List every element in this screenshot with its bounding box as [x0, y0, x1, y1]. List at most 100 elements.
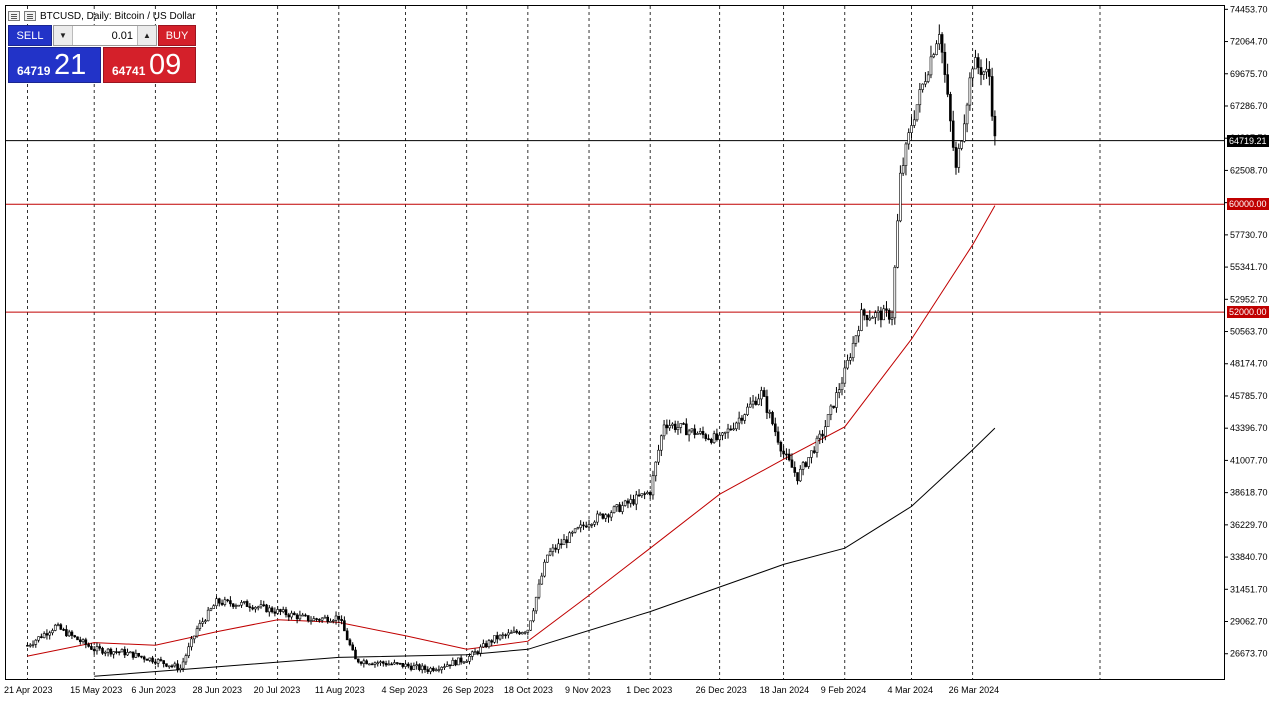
- candle-body: [520, 632, 524, 635]
- candle-body: [298, 614, 302, 620]
- candle-body: [654, 461, 658, 477]
- sell-price-digits: 21: [54, 49, 87, 81]
- candle-body: [801, 462, 805, 470]
- candle-body: [824, 426, 827, 437]
- candle-body: [837, 389, 841, 393]
- time-grid: [27, 6, 1101, 679]
- moving-average-line-1: [27, 205, 996, 657]
- candle-body: [45, 633, 49, 636]
- candle-body: [673, 423, 677, 431]
- time-axis-label: 18 Oct 2023: [504, 685, 553, 695]
- candle-body: [554, 547, 557, 550]
- candle-body: [765, 396, 769, 413]
- candle-body: [195, 628, 199, 637]
- candle-body: [704, 434, 708, 439]
- candle-body: [551, 547, 555, 552]
- candle-body: [84, 639, 88, 645]
- candle-body: [857, 330, 860, 337]
- candle-body: [946, 74, 949, 95]
- candle-body: [618, 504, 621, 512]
- candle-body: [231, 603, 235, 607]
- candle-body: [490, 640, 494, 643]
- candle-body: [762, 390, 766, 397]
- candle-body: [723, 431, 727, 434]
- candle-body: [240, 602, 243, 606]
- candle-body: [459, 657, 463, 663]
- candle-body: [851, 342, 855, 359]
- candle-body: [593, 521, 596, 525]
- price-axis-label: 45785.70: [1230, 391, 1268, 401]
- candle-body: [949, 94, 952, 122]
- candle-body: [295, 614, 299, 620]
- chart-properties-icon[interactable]: [24, 11, 36, 21]
- candle-body: [548, 551, 552, 556]
- candle-body: [509, 632, 513, 634]
- candle-body: [420, 665, 424, 671]
- candle-body: [726, 428, 730, 433]
- candle-body: [162, 660, 165, 665]
- candle-body: [362, 660, 366, 664]
- candle-body: [37, 636, 40, 641]
- candle-body: [529, 620, 532, 631]
- candle-body: [173, 663, 177, 667]
- candle-body: [968, 77, 972, 106]
- candle-body: [65, 629, 68, 637]
- buy-button[interactable]: BUY: [158, 25, 196, 46]
- candle-body: [810, 450, 813, 458]
- candle-body: [868, 317, 872, 321]
- lot-size-input[interactable]: 0.01: [111, 29, 133, 42]
- candle-body: [685, 423, 688, 436]
- candle-body: [429, 667, 432, 672]
- buy-price-prefix: 64741: [112, 64, 146, 78]
- sell-price-button[interactable]: 64719 21: [8, 47, 101, 83]
- candle-body: [587, 524, 591, 528]
- lot-size-stepper[interactable]: ▼ 0.01 ▲: [53, 25, 157, 46]
- candle-body: [451, 659, 455, 667]
- candle-body: [515, 630, 519, 633]
- candle-body: [985, 68, 988, 73]
- price-axis-label: 38618.70: [1230, 488, 1268, 498]
- sell-button[interactable]: SELL: [8, 25, 52, 46]
- candle-body: [568, 532, 571, 543]
- price-axis: 74453.7072064.7069675.7067286.7064897.70…: [1224, 4, 1268, 659]
- candle-body: [782, 450, 785, 455]
- candle-body: [273, 611, 277, 614]
- candle-body: [356, 658, 360, 663]
- candle-body: [398, 662, 402, 665]
- candle-body: [924, 81, 927, 85]
- candle-body: [315, 618, 318, 620]
- candle-body: [354, 649, 357, 660]
- candle-body: [393, 662, 396, 665]
- chart-menu-icon[interactable]: [8, 11, 20, 21]
- candle-body: [262, 604, 266, 606]
- candle-body: [462, 661, 466, 664]
- candle-body: [390, 663, 393, 666]
- candle-body: [712, 433, 716, 443]
- decrease-lot-icon[interactable]: ▼: [54, 26, 73, 45]
- candle-body: [234, 605, 238, 607]
- buy-price-button[interactable]: 64741 09: [103, 47, 196, 83]
- candle-body: [312, 618, 316, 622]
- candle-body: [885, 308, 888, 311]
- chart-area[interactable]: [5, 5, 1225, 680]
- candle-body: [690, 428, 694, 432]
- candle-body: [265, 604, 268, 613]
- candle-body: [540, 575, 544, 585]
- candle-body: [482, 643, 485, 648]
- candle-body: [921, 83, 924, 90]
- candle-body: [651, 475, 655, 496]
- candle-body: [301, 614, 304, 617]
- increase-lot-icon[interactable]: ▲: [137, 26, 156, 45]
- candle-body: [31, 644, 35, 646]
- candle-body: [156, 659, 160, 664]
- candle-body: [926, 74, 930, 82]
- candle-body: [145, 658, 149, 661]
- candle-body: [596, 513, 599, 523]
- candle-body: [151, 657, 154, 663]
- candle-body: [899, 172, 902, 222]
- price-axis-label: 41007.70: [1230, 455, 1268, 465]
- candle-body: [270, 607, 274, 613]
- candle-body: [470, 651, 474, 657]
- candle-body: [287, 614, 291, 618]
- time-axis-label: 26 Dec 2023: [696, 685, 747, 695]
